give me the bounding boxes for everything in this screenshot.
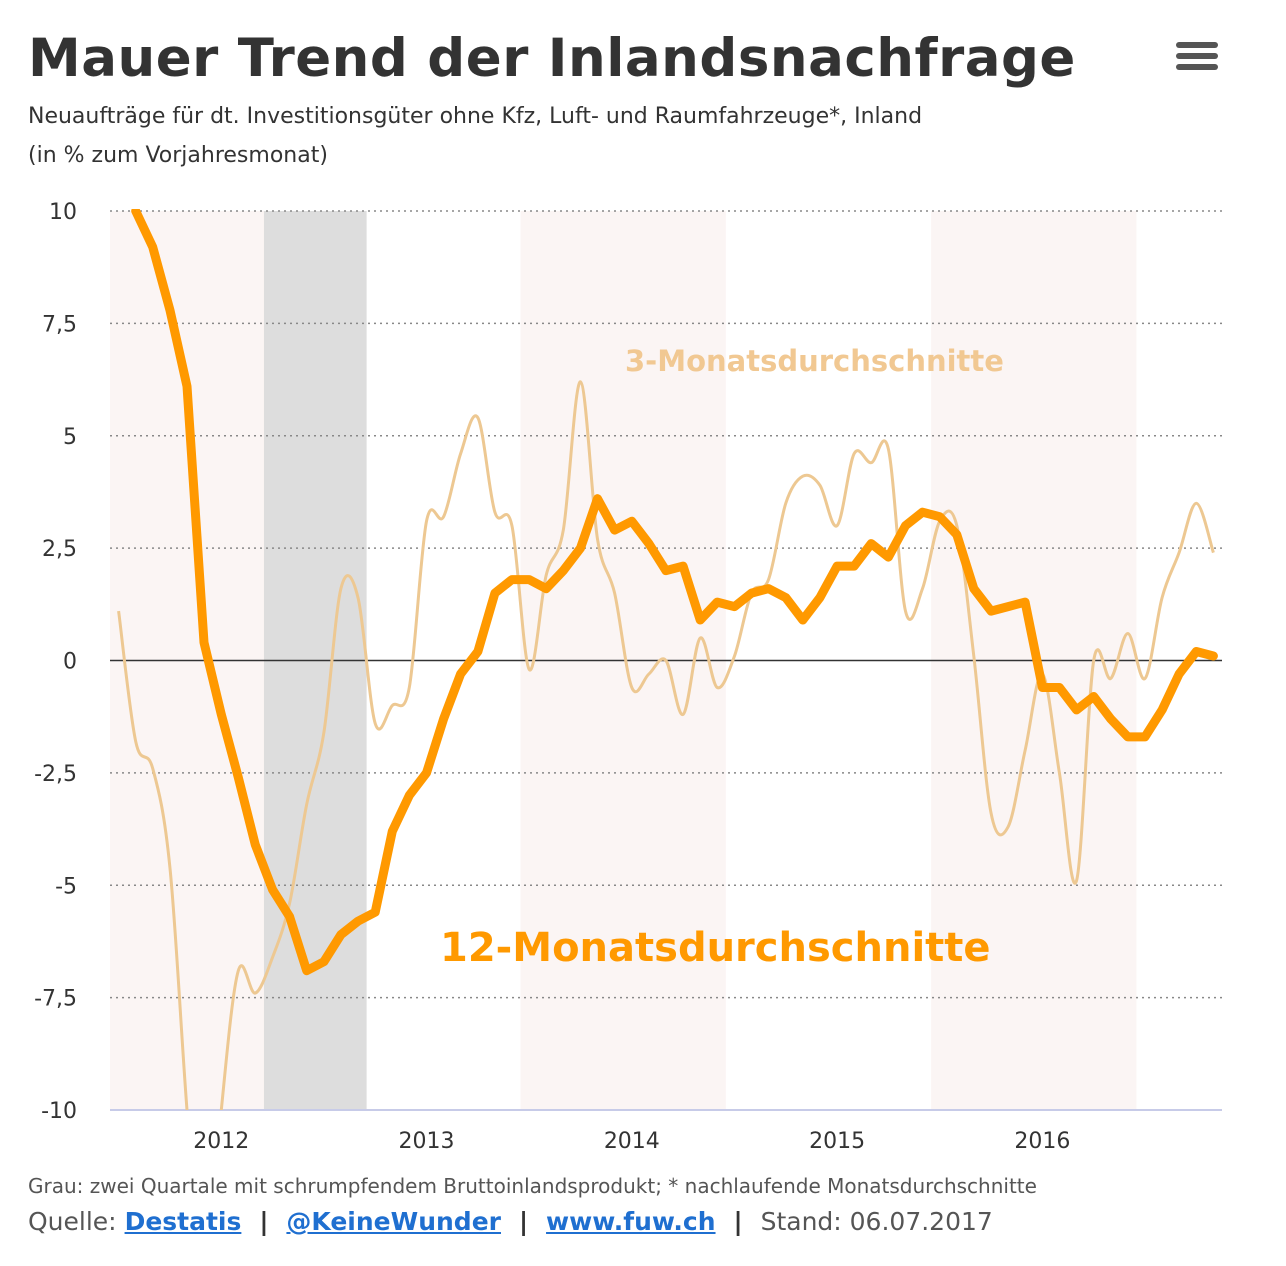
series-line-3-monatsdurchschnitte bbox=[117, 380, 1215, 1110]
chart-subtitle: Neuaufträge für dt. Investitionsgüter oh… bbox=[28, 104, 923, 129]
y-tick-label: 5 bbox=[63, 425, 77, 450]
y-axis-ticks: 10 7,5 5 2,5 0 -2,5 -5 -7,5 -10 bbox=[34, 200, 77, 1124]
source-label: Quelle: bbox=[28, 1207, 117, 1236]
y-tick-label: -7,5 bbox=[34, 987, 77, 1012]
chart-title: Mauer Trend der Inlandsnachfrage bbox=[28, 28, 1076, 89]
link-fuw[interactable]: www.fuw.ch bbox=[546, 1207, 716, 1236]
y-tick-label: 0 bbox=[63, 650, 77, 675]
chart-unit-note: (in % zum Vorjahresmonat) bbox=[28, 143, 328, 168]
y-tick-label: -10 bbox=[41, 1099, 77, 1124]
x-tick-label: 2015 bbox=[809, 1129, 865, 1154]
line-chart: 10 7,5 5 2,5 0 -2,5 -5 -7,5 -10 2012 2013 2014 2015… bbox=[34, 200, 1222, 1154]
link-keinewunder[interactable]: @KeineWunder bbox=[286, 1207, 501, 1236]
source-line: Quelle: Destatis | @KeineWunder | www.fu… bbox=[28, 1207, 993, 1236]
y-tick-label: -2,5 bbox=[34, 762, 77, 787]
series-line-12-monatsdurchschnitte bbox=[131, 209, 1218, 976]
x-tick-label: 2012 bbox=[193, 1129, 249, 1154]
x-tick-label: 2014 bbox=[604, 1129, 660, 1154]
label-3-monatsdurchschnitte: 3-Monatsdurchschnitte bbox=[625, 344, 1004, 378]
y-tick-label: -5 bbox=[55, 874, 77, 899]
separator: | bbox=[733, 1207, 743, 1236]
y-tick-label: 10 bbox=[49, 200, 77, 225]
footnote: Grau: zwei Quartale mit schrumpfendem Br… bbox=[28, 1174, 1037, 1198]
x-tick-label: 2016 bbox=[1014, 1129, 1070, 1154]
hamburger-menu-icon[interactable] bbox=[1176, 42, 1218, 76]
x-tick-label: 2013 bbox=[399, 1129, 455, 1154]
series-lines bbox=[117, 209, 1218, 1110]
stand-date: Stand: 06.07.2017 bbox=[760, 1207, 993, 1236]
label-12-monatsdurchschnitte: 12-Monatsdurchschnitte bbox=[440, 925, 991, 971]
x-axis-ticks: 2012 2013 2014 2015 2016 bbox=[193, 1129, 1070, 1154]
annotations: 3-Monatsdurchschnitte 12-Monatsdurchschni… bbox=[440, 344, 1004, 971]
y-tick-label: 7,5 bbox=[42, 312, 77, 337]
link-destatis[interactable]: Destatis bbox=[124, 1207, 242, 1236]
y-tick-label: 2,5 bbox=[42, 537, 77, 562]
separator: | bbox=[259, 1207, 269, 1236]
separator: | bbox=[518, 1207, 529, 1236]
